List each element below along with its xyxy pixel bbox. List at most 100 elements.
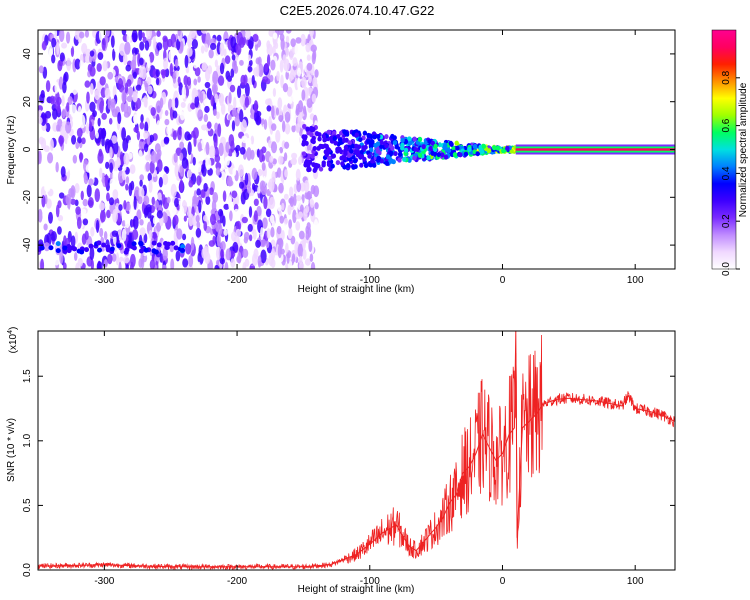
spectrogram-cell (295, 37, 302, 44)
spectrogram-cell (151, 240, 157, 246)
spectrogram-cell (139, 219, 144, 226)
spectrogram-cell (145, 161, 151, 172)
spectrogram-cell (132, 71, 137, 79)
spectrogram-cell (58, 192, 65, 199)
spectrogram-cell (61, 42, 68, 49)
spectrogram-cell (308, 240, 313, 253)
spectrogram-cell (62, 262, 67, 269)
spectrogram-cell (106, 209, 111, 219)
spectrogram-cell (451, 145, 456, 151)
spectrogram-cell (165, 166, 170, 174)
spectrogram-cell (403, 147, 409, 153)
spectrogram-cell (111, 108, 119, 118)
spectrogram-cell (88, 178, 94, 186)
spectrogram-cell (66, 243, 72, 249)
spectrogram-cell (90, 226, 95, 237)
spectrogram-cell (259, 180, 266, 192)
spectrogram-cell (138, 241, 144, 247)
spectrogram-cell (303, 179, 310, 193)
spectrogram-cell (301, 134, 306, 140)
spectrogram-cell (292, 57, 298, 67)
spectrogram-cell (253, 100, 258, 113)
spectrogram-cell (225, 248, 232, 261)
spectrogram-cell (291, 91, 297, 103)
spectrogram-cell (285, 35, 290, 43)
spectrogram-cell (38, 117, 43, 125)
spectrogram-cell (204, 81, 211, 89)
spectrogram-cell (156, 222, 162, 232)
spectrogram-cell (227, 179, 234, 187)
spectrogram-cell (390, 145, 395, 151)
spectrogram-cell (99, 167, 103, 179)
spectrogram-cell (481, 143, 487, 149)
spectrogram-cell (281, 120, 286, 133)
spectrogram-cell (242, 248, 249, 259)
spectrogram-cell (289, 49, 294, 61)
spectrogram-cell (63, 235, 67, 247)
spectrogram-cell (110, 98, 116, 108)
spectrogram-cell (130, 180, 135, 191)
snr-x-ticks: -300 -200 -100 0 100 (94, 331, 644, 587)
spectrogram-cell (157, 192, 162, 201)
spectrogram-cell (301, 89, 306, 101)
spectrogram-cell (288, 96, 293, 105)
spectrogram-cell (327, 155, 332, 161)
spectrogram-cell (362, 130, 368, 136)
spectrogram-cell (311, 135, 316, 141)
spectrogram-cell (88, 121, 93, 132)
spectrogram-cell (70, 245, 76, 251)
spectrogram-cell (397, 157, 402, 163)
spectrogram-cell (427, 139, 432, 145)
spectrogram-cell (310, 261, 316, 269)
spectrogram-cell (82, 218, 89, 226)
spectrogram-cell (300, 33, 306, 47)
spectrogram-cell (209, 145, 216, 159)
spectrogram-cell (276, 70, 280, 82)
spectrogram-cell (180, 244, 186, 250)
spectrogram-cell (347, 140, 352, 146)
spectrogram-cell (171, 97, 176, 111)
spectrogram-cell (275, 129, 281, 143)
spectrogram-cell (172, 207, 177, 215)
spectrogram-cell (268, 178, 275, 193)
spectrogram-cell (47, 45, 54, 57)
spectrogram-cell (282, 82, 289, 93)
spectrogram-cell (233, 208, 240, 219)
spectrogram-cell (95, 131, 99, 139)
spectrogram-cell (286, 252, 290, 264)
spectrogram-cell (55, 248, 61, 254)
spectrogram-cell (126, 78, 132, 87)
spectrogram-cell (179, 164, 185, 177)
colorbar-tick-label: 0.2 (721, 214, 732, 228)
spectrogram-cell (89, 50, 95, 57)
spectrogram-cell (99, 210, 106, 223)
spectrogram-cell (307, 166, 312, 172)
spectrogram-cell (119, 151, 124, 165)
spectrogram-cell (126, 95, 133, 103)
spectrogram-cell (241, 216, 248, 224)
y-tick-label: 0.5 (22, 498, 33, 512)
spectrogram-cell (246, 147, 252, 161)
spectrogram-cell (314, 202, 319, 210)
spectrogram-cell (39, 93, 46, 104)
spectrogram-cell (62, 245, 68, 251)
spectrogram-cell (121, 89, 127, 104)
spectrogram-cell (340, 161, 345, 167)
spectrogram-cell (51, 37, 57, 48)
spectrogram-cell (185, 243, 192, 255)
spectrogram-cell (417, 152, 423, 158)
spectrogram-cell (115, 252, 120, 266)
spectrogram-cell (212, 109, 218, 116)
spectrogram-cell (150, 150, 157, 164)
spectrogram-cell (210, 94, 214, 107)
spectrogram-cell (72, 154, 78, 164)
spectrogram-cell (162, 247, 168, 261)
spectrogram-cell (129, 261, 134, 269)
spectrogram-cell (218, 208, 224, 217)
spectrogram-cell (182, 258, 189, 268)
spectrogram-cell (155, 69, 160, 78)
spectrogram-cell (309, 253, 314, 263)
spectrogram-cell (191, 130, 196, 138)
spectrogram-cell (176, 228, 183, 240)
spectrogram-cell (177, 30, 181, 37)
